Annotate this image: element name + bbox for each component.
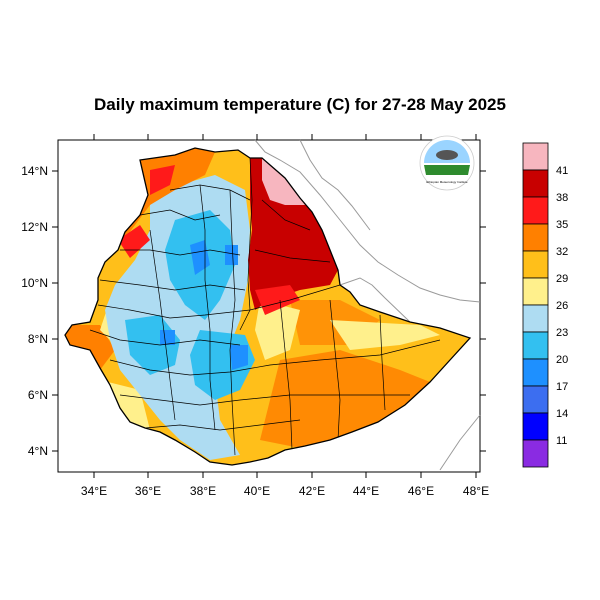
legend-swatch [522,196,549,225]
legend-swatch [522,250,549,279]
lat-tick-label: 10°N [21,276,48,290]
ethiopia-temperature-field [65,148,470,465]
legend-label: 11 [556,435,567,447]
lon-tick-label: 48°E [463,484,489,498]
lat-tick-label: 8°N [28,332,48,346]
legend-swatch [522,304,549,333]
lon-tick-label: 38°E [190,484,216,498]
lat-axis [52,170,486,452]
legend-swatch [522,412,549,441]
logo-text: Ethiopian Meteorology Institute [426,180,468,184]
lat-tick-label: 14°N [21,164,48,178]
legend-label: 32 [556,246,568,258]
legend-swatch [522,277,549,306]
neighbor-borders [254,139,481,471]
legend-swatch [522,142,549,171]
legend-label: 41 [556,165,568,177]
lon-tick-label: 36°E [135,484,161,498]
legend-label: 23 [556,327,568,339]
lon-tick-label: 34°E [81,484,107,498]
legend-swatch [522,223,549,252]
lon-tick-label: 46°E [408,484,434,498]
legend-label: 14 [556,408,568,420]
legend-swatch [522,169,549,198]
legend-label: 38 [556,192,568,204]
legend-label: 35 [556,219,568,231]
legend-label: 17 [556,381,568,393]
legend-label: 29 [556,273,568,285]
institute-logo: Ethiopian Meteorology Institute [419,135,475,191]
legend-swatch [522,439,549,468]
legend-label: 26 [556,300,568,312]
legend-label: 20 [556,354,568,366]
lon-tick-label: 40°E [244,484,270,498]
color-legend: 41 38 35 32 29 26 23 20 17 14 11 [522,142,568,468]
lat-tick-label: 12°N [21,220,48,234]
zone-boundaries [89,157,441,456]
lat-tick-label: 4°N [28,444,48,458]
legend-swatch [522,358,549,387]
plot-frame [57,139,481,473]
ethiopia-outline [64,147,472,466]
lon-axis [93,134,477,478]
legend-swatch [522,385,549,414]
logo-cloud [436,150,458,160]
lon-tick-label: 42°E [299,484,325,498]
lat-tick-label: 6°N [28,388,48,402]
logo-ground [424,165,470,175]
map-title: Daily maximum temperature (C) for 27-28 … [94,95,506,114]
legend-swatch [522,331,549,360]
lon-tick-label: 44°E [353,484,379,498]
